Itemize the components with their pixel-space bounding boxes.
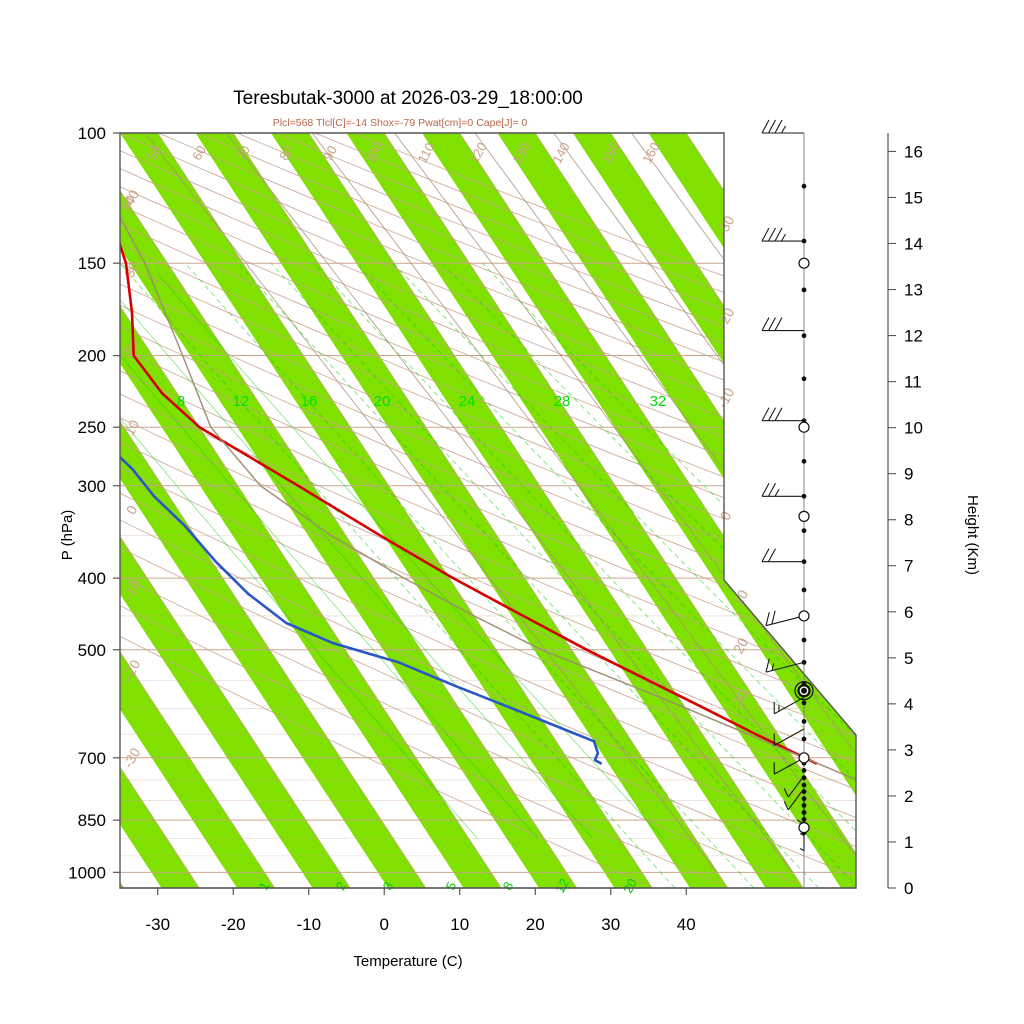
wind-barb [761,483,804,497]
x-tick-label: -30 [145,915,170,934]
mixing-ratio-label-bottom: 20 [620,876,640,896]
sounding-indices: Plcl=568 Tlcl[C]=-14 Shox=-79 Pwat[cm]=0… [273,117,528,129]
isotherm-label-left: 40 [121,187,143,208]
height-tick-label: 6 [904,603,913,622]
x-tick-label: -10 [296,915,321,934]
height-tick-label: 16 [904,142,923,161]
mixing-ratio-label: 28 [554,393,571,410]
pressure-tick-label: 250 [78,418,106,437]
mixing-ratio-label: 12 [233,393,250,410]
pressure-tick-label: 700 [78,749,106,768]
height-tick-label: 5 [904,649,913,668]
height-tick-label: 11 [904,373,922,392]
height-tick-label: 10 [904,419,923,438]
height-tick-label: 7 [904,557,913,576]
x-tick-label: -20 [221,915,246,934]
pressure-tick-label: 100 [78,124,106,143]
x-tick-label: 0 [380,915,389,934]
pressure-tick-label: 300 [78,477,106,496]
height-tick-label: 8 [904,511,913,530]
wind-barb [773,696,805,715]
height-tick-label: 1 [904,833,913,852]
wind-barb [761,407,804,422]
temperature-axis: -30 -20 -10 0 10 20 30 40 [120,887,856,934]
x-axis-label: Temperature (C) [353,953,462,970]
height-tick-label: 9 [904,465,913,484]
x-tick-label: 30 [601,915,620,934]
wind-barb [783,788,805,811]
isotherm-label-left: 10 [121,417,143,438]
pressure-tick-label: 500 [78,641,106,660]
x-tick-label: 20 [526,915,545,934]
height-tick-label: 14 [904,234,923,253]
x-tick-label: 10 [450,915,469,934]
isotherm-label-left: 20 [121,337,143,358]
height-tick-label: 4 [904,695,913,714]
pressure-tick-label: 1000 [68,863,106,882]
x-tick-label: 40 [677,915,696,934]
pressure-tick-label: 150 [78,254,106,273]
pressure-tick-label: 850 [78,811,106,830]
mixing-ratio-label: 16 [301,393,318,410]
page-title: Teresbutak-3000 at 2026-03-29_18:00:00 [233,88,583,109]
wind-barb [783,775,805,798]
mixing-ratio-label: 20 [374,393,391,410]
mixing-ratio-label: 8 [177,393,185,410]
pressure-axis: 100 150 200 250 300 400 500 700 850 1000 [68,124,120,882]
height-tick-label: 13 [904,281,923,300]
height-tick-label: 0 [904,879,913,898]
wind-barb [761,317,804,332]
mixing-ratio-label: 32 [650,393,667,410]
pressure-tick-label: 400 [78,569,106,588]
dry-adiabat-label: 80 [276,143,296,163]
y2-axis-label: Height (Km) [964,495,981,575]
height-tick-label: 2 [904,787,913,806]
wind-barb [765,658,805,673]
sounding-curves [120,133,856,874]
height-tick-label: 3 [904,741,913,760]
height-tick-label: 12 [904,327,923,346]
wind-barb-profile [761,119,814,888]
wind-barb [761,227,804,242]
dry-adiabat-label: 70 [233,143,253,163]
y-axis-label: P (hPa) [59,510,76,561]
dry-adiabat-label: 60 [189,143,209,163]
dry-adiabat-label: 40 [118,193,138,213]
wind-barb [773,728,805,746]
wind-barb [773,757,805,775]
wind-barb [765,610,805,627]
mixing-ratio-label-bottom: 12 [552,876,572,896]
isotherm-label-right: 30 [730,687,752,708]
dry-adiabat-label: 50 [144,143,164,163]
wind-barb [761,548,804,563]
dry-adiabat-label: 90 [320,143,340,163]
pressure-tick-label: 200 [78,347,106,366]
isotherm-label-right: 20 [730,635,752,656]
wind-barb [761,119,804,134]
mixing-ratio-label: 24 [459,393,476,410]
height-tick-label: 15 [904,188,923,207]
